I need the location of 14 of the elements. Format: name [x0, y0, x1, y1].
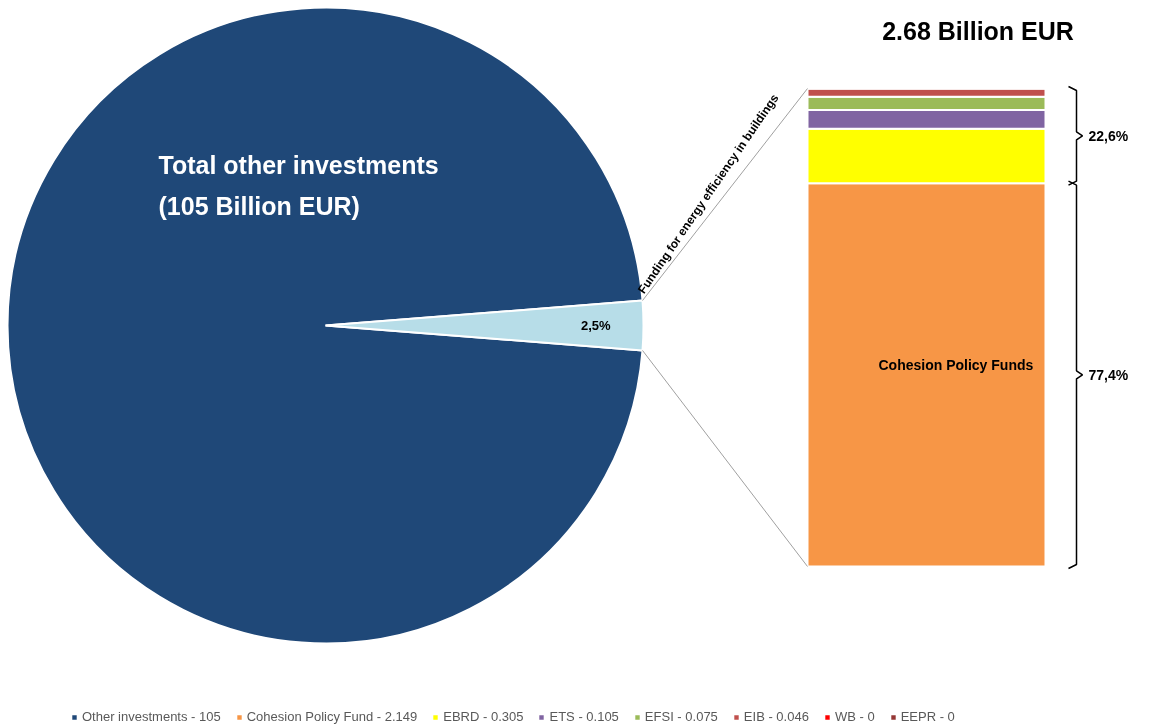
legend-label: WB - 0	[834, 709, 875, 724]
legend-label: EBRD - 0.305	[443, 709, 524, 724]
legend-label: EEPR - 0	[900, 709, 955, 724]
annotation: Cohesion Policy Funds	[878, 356, 1034, 373]
text: Total other investments (105 Billion EUR)	[158, 151, 439, 220]
chart-title: 2.68 Billion EUR	[882, 16, 1074, 45]
legend-label: Other investments - 105	[82, 709, 221, 724]
legend-label: EFSI - 0.075	[644, 709, 718, 724]
data-label: 2,5%	[580, 318, 612, 333]
legend-label: EIB - 0.046	[743, 709, 809, 724]
legend-label: ETS - 0.105	[549, 709, 619, 724]
legend-label: Cohesion Policy Fund - 2.149	[246, 709, 418, 724]
text: 77,4%	[1088, 366, 1129, 383]
text: 22,6%	[1088, 127, 1129, 144]
